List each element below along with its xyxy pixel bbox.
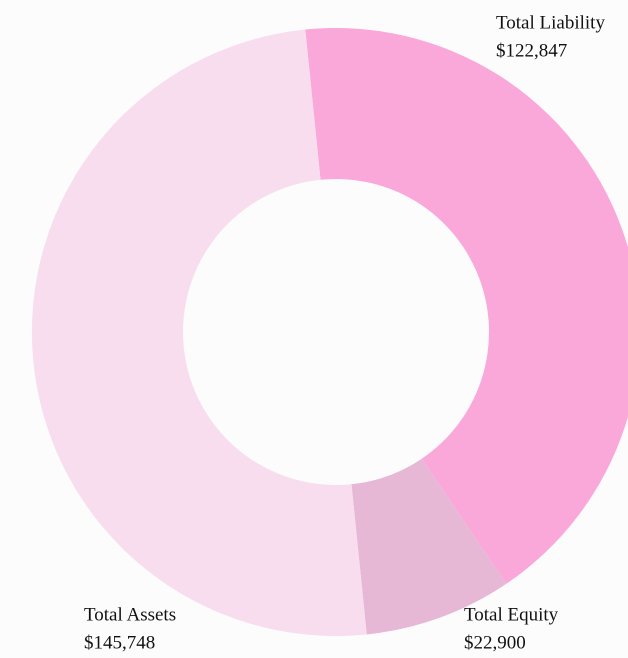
donut-slice — [351, 458, 507, 635]
slice-label: Total Equity — [464, 604, 559, 625]
slice-value-label: $122,847 — [496, 40, 567, 61]
slice-label: Total Assets — [84, 604, 176, 625]
slice-value-label: $22,900 — [464, 632, 526, 653]
slice-label: Total Liability — [496, 12, 605, 33]
slice-value-label: $145,748 — [84, 632, 155, 653]
donut-slice — [305, 28, 628, 584]
donut-slice — [31, 29, 367, 637]
